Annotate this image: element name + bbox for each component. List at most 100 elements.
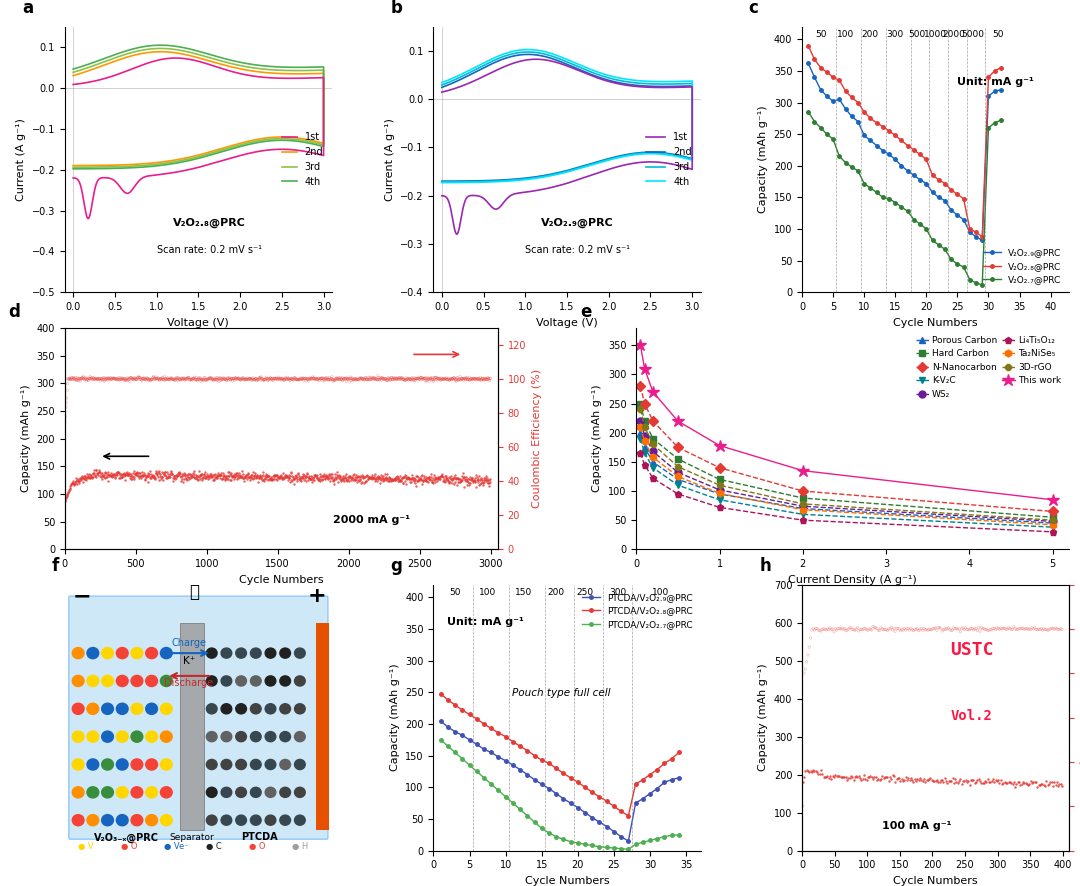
Point [355,373,373,387]
Point [140,372,158,386]
Point [110,471,127,486]
Point [858,773,875,787]
Point [81,371,98,385]
Point [90,372,107,386]
Point [261,371,279,385]
Point [797,764,814,778]
Point [1028,623,1045,637]
Point [375,371,392,385]
Point [147,371,164,385]
Point [220,465,238,479]
Point [244,371,261,385]
Point [366,371,383,385]
Point [436,475,454,489]
Point [134,469,151,483]
Text: g: g [391,557,403,576]
Point [333,473,350,487]
Point [399,372,416,386]
Text: 300: 300 [609,588,626,597]
Point [936,622,954,636]
Point [455,372,472,386]
WS₂ [638,431,651,441]
N-Nanocarbon [796,486,809,496]
Text: V₂O₂.₈@PRC: V₂O₂.₈@PRC [173,218,245,229]
Point [175,371,192,385]
Point [220,371,238,385]
Point [456,479,473,494]
Point [195,372,213,386]
Point [868,622,886,636]
Point [295,370,312,385]
Point [253,471,270,486]
Point [381,471,399,486]
Circle shape [295,815,306,825]
Point [56,494,73,508]
V₂O₂.₇@PRC [945,254,958,265]
V₂O₂.₇@PRC [988,118,1001,128]
Point [460,476,477,490]
V₂O₂.₈@PRC [821,66,834,77]
Point [272,470,289,484]
Hard Carbon [713,474,726,485]
Point [274,470,292,485]
Point [386,471,403,486]
Point [316,470,334,485]
Point [133,470,150,484]
Circle shape [280,648,291,658]
Point [401,371,418,385]
Point [875,623,892,637]
Point [380,473,397,487]
V₂O₂.₈@PRC [920,154,933,165]
Porous Carbon [1047,517,1059,528]
Point [388,472,405,486]
Porous Carbon [634,427,647,438]
Point [335,373,352,387]
Point [83,470,100,484]
Point [129,465,146,479]
Point [455,470,472,484]
Point [399,372,416,386]
Point [351,471,368,486]
Point [308,371,325,385]
PTCDA/V₂O₂.₇@PRC [448,747,461,758]
Point [154,473,172,487]
Point [172,373,189,387]
Circle shape [206,815,217,825]
Point [456,371,473,385]
Point [160,467,177,481]
Circle shape [117,731,129,742]
Point [152,372,170,386]
Point [303,475,321,489]
Point [847,770,864,784]
V₂O₂.₉@PRC [926,187,939,198]
Point [444,470,461,485]
Porous Carbon [713,489,726,500]
Point [339,372,356,386]
Point [913,773,930,788]
Point [221,472,239,486]
Point [207,470,225,485]
Point [99,465,117,479]
Hard Carbon [796,493,809,503]
Point [887,625,904,639]
Point [230,466,247,480]
Point [117,468,134,482]
Point [179,467,197,481]
Point [116,469,133,483]
Circle shape [235,732,246,742]
Point [885,623,902,637]
Point [373,373,390,387]
Point [137,371,154,385]
Point [879,770,896,784]
Point [864,772,881,786]
PTCDA/V₂O₂.₇@PRC [665,830,678,841]
Point [193,467,211,481]
Point [97,372,114,386]
Point [159,372,176,386]
Point [396,469,414,483]
Point [436,470,454,484]
Point [874,769,891,783]
Point [178,371,195,385]
Point [415,473,432,487]
Point [65,372,82,386]
